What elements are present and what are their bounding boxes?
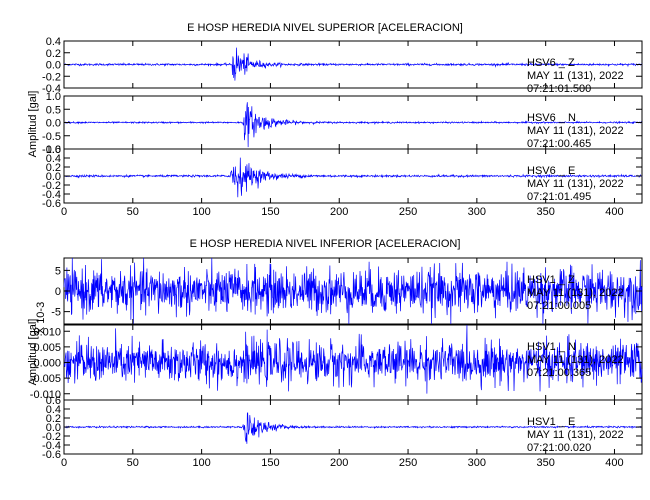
x-tick-label: 50 bbox=[127, 457, 139, 469]
y-tick-label: -0.4 bbox=[42, 83, 61, 95]
y-tick-label: 0.0 bbox=[46, 422, 61, 434]
y-tick-label: 0.0 bbox=[46, 60, 61, 72]
x-tick-label: 250 bbox=[399, 206, 417, 218]
y-tick-label: 0.005 bbox=[33, 342, 61, 354]
trace-line bbox=[63, 412, 643, 444]
channel-time: 07:21:00.465 bbox=[527, 138, 591, 150]
channel-name: HSV6 _ E bbox=[527, 165, 575, 177]
y-tick-label: -0.4 bbox=[42, 440, 61, 452]
x-tick-label: 350 bbox=[536, 457, 554, 469]
channel-time: 07:21:00.005 bbox=[527, 300, 591, 312]
y-tick-label: -0.005 bbox=[30, 373, 61, 385]
y-tick-label: -0.6 bbox=[42, 198, 61, 210]
y-tick-label: -5 bbox=[51, 307, 61, 319]
y-tick-label: -0.5 bbox=[42, 131, 61, 143]
y-tick-label: -1.0 bbox=[42, 144, 61, 156]
channel-date: MAY 11 (131), 2022 bbox=[527, 287, 624, 299]
trace-line bbox=[63, 102, 643, 148]
trace-line bbox=[63, 324, 643, 394]
y-axis-label: Amplitud [gal] bbox=[27, 91, 39, 158]
channel-name: HSV1 _ E bbox=[527, 416, 575, 428]
x-tick-label: 400 bbox=[605, 206, 623, 218]
y-tick-label: 0.4 bbox=[46, 153, 61, 165]
channel-name: HSV6 _ Z bbox=[527, 57, 575, 69]
x-tick-label: 200 bbox=[330, 457, 348, 469]
chart-superior: E HOSP HEREDIA NIVEL SUPERIOR [ACELERACI… bbox=[27, 22, 643, 218]
channel-time: 07:21:01.495 bbox=[527, 191, 591, 203]
x-tick-label: 250 bbox=[399, 457, 417, 469]
x-tick-label: 150 bbox=[261, 206, 279, 218]
y-tick-label: 0.6 bbox=[46, 144, 61, 156]
trace-line bbox=[63, 47, 643, 81]
x-tick-label: 350 bbox=[536, 206, 554, 218]
channel-name: HSV1 _ N bbox=[527, 341, 576, 353]
channel-name: HSV1 _ Z bbox=[527, 274, 575, 286]
x-tick-label: 50 bbox=[127, 206, 139, 218]
y-tick-label: 0.010 bbox=[33, 326, 61, 338]
y-axis-label: Amplitud [gal] bbox=[27, 319, 39, 386]
y-tick-label: 0.5 bbox=[46, 104, 61, 116]
x-tick-label: 150 bbox=[261, 457, 279, 469]
x-tick-label: 300 bbox=[468, 457, 486, 469]
y-tick-label: 0 bbox=[55, 286, 61, 298]
chart-title: E HOSP HEREDIA NIVEL SUPERIOR [ACELERACI… bbox=[187, 22, 463, 34]
y-tick-label: -0.6 bbox=[42, 449, 61, 461]
trace-line bbox=[63, 157, 643, 198]
x-tick-label: 0 bbox=[61, 457, 67, 469]
y-tick-label: 0.2 bbox=[46, 413, 61, 425]
y-tick-label: -0.2 bbox=[42, 431, 61, 443]
x-tick-label: 100 bbox=[192, 457, 210, 469]
y-tick-label: -0.4 bbox=[42, 189, 61, 201]
channel-time: 07:21:00.365 bbox=[527, 367, 591, 379]
x-tick-label: 400 bbox=[605, 457, 623, 469]
y-tick-label: -0.010 bbox=[30, 389, 61, 401]
y-tick-label: 0.0 bbox=[46, 171, 61, 183]
x-tick-label: 300 bbox=[468, 206, 486, 218]
y-tick-label: 0.2 bbox=[46, 48, 61, 60]
y-tick-label: 5 bbox=[55, 265, 61, 277]
y-tick-label: 0.4 bbox=[46, 36, 61, 48]
y-tick-label: 0.6 bbox=[46, 395, 61, 407]
x-tick-label: 100 bbox=[192, 206, 210, 218]
chart-title: E HOSP HEREDIA NIVEL INFERIOR [ACELERACI… bbox=[190, 238, 461, 250]
channel-name: HSV6 _ N bbox=[527, 112, 576, 124]
x-tick-label: 200 bbox=[330, 206, 348, 218]
channel-time: 07:21:01.500 bbox=[527, 83, 591, 95]
y-tick-label: 1.0 bbox=[46, 91, 61, 103]
scale-note: X 10-3 bbox=[35, 302, 47, 334]
trace-line bbox=[63, 257, 643, 325]
channel-date: MAY 11 (131), 2022 bbox=[527, 178, 624, 190]
channel-date: MAY 11 (131), 2022 bbox=[527, 70, 624, 82]
channel-date: MAY 11 (131), 2022 bbox=[527, 429, 624, 441]
y-tick-label: -0.2 bbox=[42, 180, 61, 192]
channel-date: MAY 11 (131), 2022 bbox=[527, 125, 624, 137]
y-tick-label: 0.000 bbox=[33, 358, 61, 370]
chart-inferior: E HOSP HEREDIA NIVEL INFERIOR [ACELERACI… bbox=[27, 238, 643, 469]
y-tick-label: 0.2 bbox=[46, 162, 61, 174]
channel-time: 07:21:00.020 bbox=[527, 442, 591, 454]
x-tick-label: 0 bbox=[61, 206, 67, 218]
y-tick-label: -0.2 bbox=[42, 71, 61, 83]
y-tick-label: 0.4 bbox=[46, 404, 61, 416]
y-tick-label: 0.0 bbox=[46, 118, 61, 130]
channel-date: MAY 11 (131), 2022 bbox=[527, 354, 624, 366]
